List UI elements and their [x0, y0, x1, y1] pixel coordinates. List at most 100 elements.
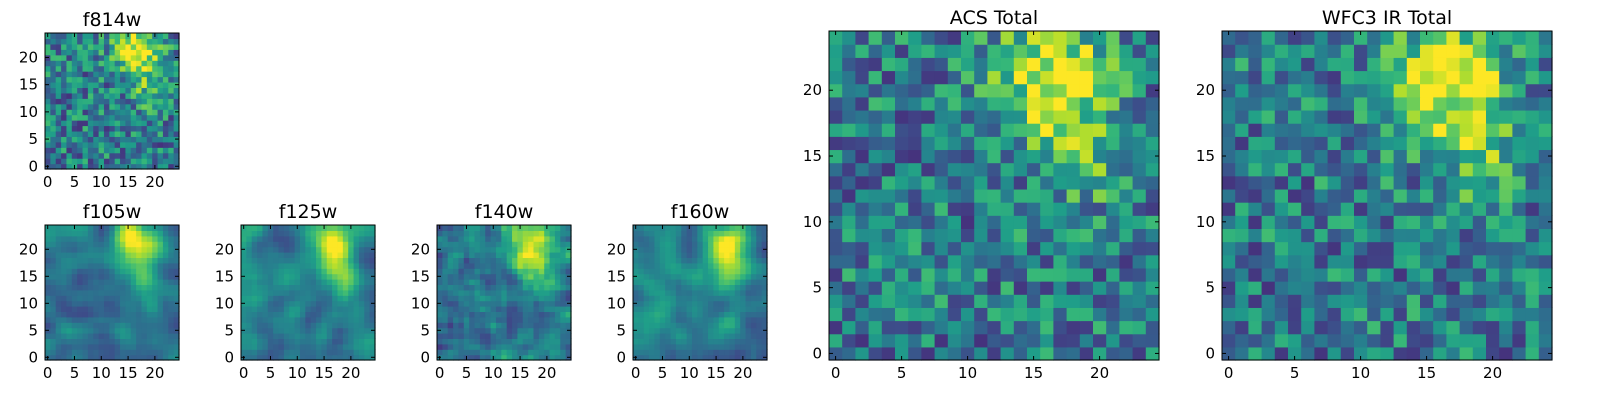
heatmap-cell	[485, 246, 492, 253]
heatmap-cell	[974, 294, 988, 308]
heatmap-cell	[1380, 281, 1395, 295]
heatmap-cell	[1145, 188, 1160, 203]
heatmap-cell	[855, 123, 870, 137]
heatmap-cell	[1512, 123, 1527, 137]
heatmap-cell	[908, 281, 922, 295]
heatmap-cell	[474, 316, 481, 323]
heatmap-cell	[93, 43, 100, 50]
heatmap-cell	[1093, 162, 1107, 177]
heatmap-cell	[289, 295, 296, 302]
heatmap-cell	[77, 349, 84, 356]
heatmap-cell	[1446, 320, 1461, 335]
heatmap-cell	[45, 241, 51, 248]
heatmap-cell	[141, 354, 148, 361]
heatmap-cell	[332, 327, 339, 334]
heatmap-cell	[332, 300, 339, 307]
heatmap-cell	[353, 289, 360, 296]
heatmap-cell	[114, 354, 121, 361]
heatmap-cell	[103, 38, 110, 45]
heatmap-cell	[718, 257, 725, 264]
heatmap-cell	[708, 295, 714, 302]
heatmap-cell	[921, 70, 936, 85]
heatmap-cell	[729, 235, 736, 242]
heatmap-cell	[130, 136, 137, 143]
heatmap-cell	[921, 44, 936, 58]
heatmap-cell	[469, 338, 476, 345]
heatmap-cell	[1288, 241, 1302, 256]
heatmap-cell	[1248, 57, 1263, 72]
heatmap-cell	[442, 311, 449, 318]
heatmap-cell	[130, 81, 137, 88]
heatmap-cell	[855, 307, 870, 322]
heatmap-cell	[141, 295, 148, 302]
heatmap-cell	[141, 322, 148, 329]
heatmap-cell	[458, 273, 465, 280]
heatmap-cell	[1000, 267, 1015, 282]
heatmap-cell	[332, 268, 339, 275]
heatmap-cell	[1053, 254, 1068, 269]
heatmap-cell	[364, 311, 371, 318]
heatmap-cell	[337, 295, 344, 302]
heatmap-cell	[1053, 294, 1068, 308]
heatmap-cell	[262, 316, 269, 323]
heatmap-cell	[168, 103, 175, 110]
heatmap-cell	[1314, 136, 1329, 151]
heatmap-cell	[447, 311, 454, 318]
heatmap-cell	[702, 327, 709, 334]
heatmap-cell	[934, 320, 949, 335]
heatmap-cell	[82, 92, 89, 99]
heatmap-cell	[691, 289, 698, 296]
heatmap-cell	[66, 252, 73, 258]
heatmap-cell	[262, 354, 269, 361]
heatmap-cell	[643, 295, 650, 302]
heatmap-cell	[45, 130, 51, 137]
heatmap-cell	[109, 235, 116, 242]
heatmap-cell	[87, 130, 94, 137]
heatmap-cell	[262, 252, 269, 258]
heatmap-cell	[77, 230, 84, 237]
heatmap-cell	[1499, 83, 1513, 98]
heatmap-cell	[908, 31, 922, 45]
heatmap-cell	[533, 343, 540, 350]
heatmap-cell	[745, 343, 752, 350]
heatmap-cell	[868, 294, 883, 308]
heatmap-cell	[66, 322, 73, 329]
heatmap-cell	[87, 246, 94, 253]
heatmap-cell	[974, 83, 988, 98]
heatmap-cell	[1525, 123, 1540, 137]
heatmap-cell	[77, 152, 84, 159]
heatmap-cell	[45, 141, 51, 148]
heatmap-cell	[267, 252, 274, 258]
heatmap-cell	[750, 349, 757, 356]
heatmap-cell	[316, 306, 322, 312]
heatmap-cell	[665, 300, 672, 307]
heatmap-cell	[921, 307, 936, 322]
heatmap-cell	[87, 125, 94, 132]
heatmap-cell	[66, 81, 73, 88]
heatmap-cell	[1235, 136, 1249, 151]
heatmap-cell	[136, 54, 143, 61]
heatmap-cell	[125, 311, 132, 318]
heatmap-cell	[87, 92, 94, 99]
heatmap-cell	[152, 98, 159, 105]
heatmap-cell	[868, 307, 883, 322]
heatmap-cell	[961, 215, 975, 229]
heatmap-cell	[114, 141, 121, 148]
heatmap-cell	[1222, 83, 1236, 98]
heatmap-cell	[549, 289, 556, 296]
heatmap-cell	[294, 235, 301, 242]
heatmap-cell	[332, 241, 339, 248]
heatmap-cell	[77, 333, 84, 339]
heatmap-cell	[82, 268, 89, 275]
heatmap-cell	[162, 284, 169, 291]
heatmap-cell	[1314, 346, 1329, 361]
heatmap-cell	[1512, 307, 1527, 322]
heatmap-cell	[756, 354, 763, 361]
heatmap-cell	[55, 235, 62, 242]
heatmap-cell	[437, 349, 443, 356]
heatmap-cell	[1132, 188, 1147, 203]
heatmap-cell	[512, 225, 518, 231]
heatmap-cell	[157, 158, 164, 165]
heatmap-cell	[87, 343, 94, 350]
heatmap-cell	[987, 346, 1002, 361]
